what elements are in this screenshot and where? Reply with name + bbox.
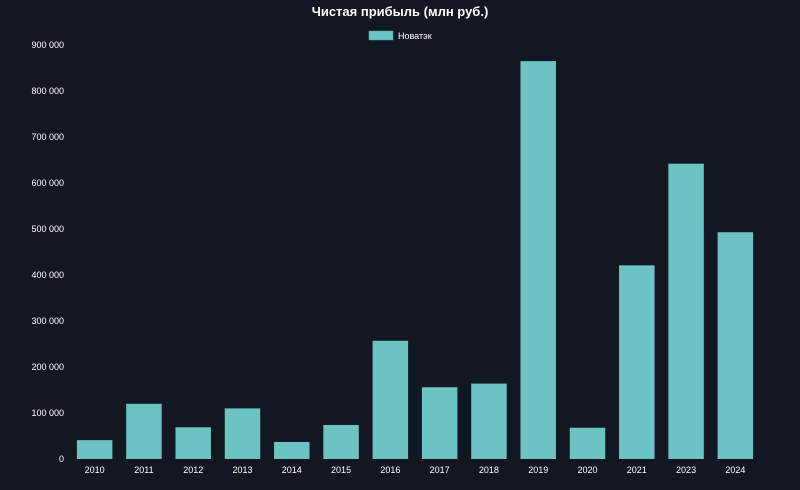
bar-2012[interactable] (175, 427, 211, 459)
bar-2020[interactable] (569, 427, 606, 459)
x-tick-label: 2013 (232, 465, 252, 475)
bar-2024[interactable] (717, 232, 754, 459)
x-tick-label: 2014 (282, 465, 302, 475)
x-tick-label: 2011 (134, 465, 153, 475)
legend-label: Новатэк (398, 31, 432, 41)
y-tick-label: 900 000 (31, 40, 64, 50)
y-tick-label: 400 000 (31, 270, 64, 280)
x-tick-label: 2012 (183, 465, 203, 475)
bar-series (76, 61, 754, 459)
x-tick-label: 2020 (577, 465, 597, 475)
x-tick-label: 2015 (331, 465, 351, 475)
bar-2021[interactable] (619, 265, 655, 459)
bar-2018[interactable] (471, 383, 507, 459)
x-tick-label: 2017 (430, 465, 450, 475)
y-axis: 0 100 000 200 000 300 000 400 000 500 000 600 … (31, 40, 64, 464)
bar-2011[interactable] (126, 403, 162, 459)
bar-2019[interactable] (520, 61, 556, 459)
x-axis: 2010 2011 2012 2013 2014 2015 2016 2017 2018 2019… (85, 465, 746, 475)
x-tick-label: 2021 (627, 465, 647, 475)
x-tick-label: 2019 (528, 465, 548, 475)
bar-2014[interactable] (274, 441, 310, 459)
x-tick-label: 2024 (725, 465, 745, 475)
legend-swatch (368, 30, 394, 41)
x-tick-label: 2016 (380, 465, 400, 475)
y-tick-label: 0 (59, 454, 64, 464)
x-tick-label: 2023 (676, 465, 696, 475)
bar-2016[interactable] (372, 340, 409, 459)
bar-2010[interactable] (76, 440, 113, 459)
legend[interactable]: Новатэк (368, 30, 432, 41)
y-tick-label: 700 000 (31, 132, 64, 142)
x-tick-label: 2010 (85, 465, 105, 475)
bar-2017[interactable] (421, 387, 458, 459)
bar-2013[interactable] (224, 408, 261, 459)
y-tick-label: 300 000 (31, 316, 64, 326)
y-tick-label: 800 000 (31, 86, 64, 96)
bar-2023[interactable] (668, 163, 704, 459)
y-tick-label: 500 000 (31, 224, 64, 234)
y-tick-label: 200 000 (31, 362, 64, 372)
y-tick-label: 600 000 (31, 178, 64, 188)
y-tick-label: 100 000 (31, 408, 64, 418)
chart-title: Чистая прибыль (млн руб.) (312, 4, 489, 19)
bar-2015[interactable] (323, 424, 359, 459)
x-tick-label: 2018 (479, 465, 499, 475)
